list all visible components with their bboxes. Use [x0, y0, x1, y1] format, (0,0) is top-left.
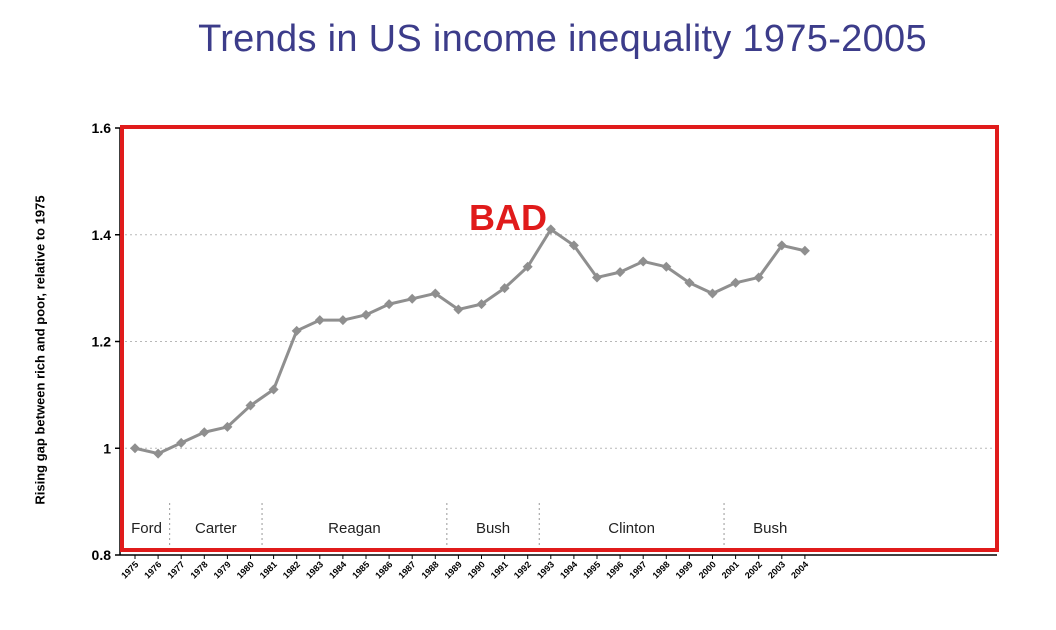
data-point	[684, 277, 695, 288]
x-tick-label: 1997	[627, 559, 648, 580]
data-point	[222, 421, 233, 432]
data-point	[707, 288, 718, 299]
data-point	[314, 315, 325, 326]
data-point	[638, 256, 649, 267]
data-point	[522, 261, 533, 272]
y-tick-label: 1	[103, 440, 111, 456]
y-tick-label: 1.6	[92, 120, 112, 136]
x-tick-label: 1991	[489, 559, 510, 580]
data-point	[245, 400, 256, 411]
x-tick-label: 1978	[188, 559, 209, 580]
era-label: Bush	[753, 520, 787, 537]
y-tick-label: 0.8	[92, 547, 112, 563]
x-tick-label: 1990	[466, 559, 487, 580]
x-tick-label: 2003	[766, 559, 787, 580]
data-point	[361, 309, 371, 320]
x-tick-label: 1976	[142, 559, 163, 580]
x-tick-layer: 1975 1976 1977 1978 1979 1980 1981 1982 1983 1984…	[119, 555, 810, 581]
highlight-box	[120, 125, 999, 552]
x-tick-label: 2004	[789, 559, 810, 580]
data-point	[661, 261, 672, 272]
x-tick-label: 1983	[304, 559, 325, 580]
x-tick-label: 2002	[743, 559, 764, 580]
era-label: Bush	[476, 520, 510, 537]
x-tick-label: 1987	[396, 559, 417, 580]
grid-layer	[120, 234, 997, 449]
era-layer: Ford Carter Reagan Bush Clinton Bush	[131, 503, 787, 553]
x-tick-label: 1996	[604, 559, 625, 580]
x-tick-label: 1999	[674, 559, 695, 580]
data-point	[430, 288, 441, 299]
x-tick-label: 1979	[212, 559, 233, 580]
x-tick-label: 1994	[558, 559, 579, 580]
bad-annotation: BAD	[469, 197, 547, 238]
x-tick-label: 1984	[327, 559, 348, 580]
x-tick-label: 1980	[235, 559, 256, 580]
data-point	[268, 384, 279, 395]
x-tick-label: 1988	[419, 559, 440, 580]
point-layer	[130, 224, 810, 459]
y-tick-label: 1.4	[92, 227, 112, 243]
data-point	[337, 315, 348, 326]
data-point	[592, 272, 602, 283]
x-tick-label: 1985	[350, 559, 371, 580]
x-tick-label: 1981	[258, 559, 279, 580]
data-point	[291, 325, 302, 336]
era-label: Clinton	[608, 520, 655, 537]
data-point	[384, 299, 395, 310]
data-point	[499, 283, 510, 294]
era-label: Carter	[195, 520, 237, 537]
era-label: Reagan	[328, 520, 381, 537]
x-tick-label: 1995	[581, 559, 602, 580]
x-tick-label: 1977	[165, 559, 186, 580]
x-tick-label: 1975	[119, 559, 140, 580]
data-point	[453, 304, 464, 315]
x-tick-label: 1993	[535, 559, 556, 580]
y-tick-label: 1.2	[92, 334, 112, 350]
x-tick-label: 1986	[373, 559, 394, 580]
data-point	[799, 245, 810, 256]
y-tick-layer: 0.8 1 1.2 1.4 1.6	[92, 120, 120, 563]
x-tick-label: 1982	[281, 559, 302, 580]
data-point	[730, 277, 741, 288]
data-point	[776, 240, 787, 251]
x-tick-label: 2001	[720, 559, 741, 580]
x-tick-label: 1989	[443, 559, 464, 580]
data-point	[615, 267, 626, 278]
data-point	[476, 299, 487, 310]
data-point	[568, 240, 579, 251]
data-point	[753, 272, 764, 283]
data-point	[545, 224, 556, 235]
x-tick-label: 2000	[697, 559, 718, 580]
era-label: Ford	[131, 520, 162, 537]
x-tick-label: 1992	[512, 559, 533, 580]
chart-title: Trends in US income inequality 1975-2005	[198, 18, 927, 60]
data-point	[199, 427, 210, 438]
series-line	[134, 227, 806, 456]
data-point	[176, 437, 187, 448]
data-point	[407, 293, 418, 304]
data-point	[130, 443, 140, 454]
data-point	[153, 448, 164, 459]
x-tick-label: 1998	[650, 559, 671, 580]
